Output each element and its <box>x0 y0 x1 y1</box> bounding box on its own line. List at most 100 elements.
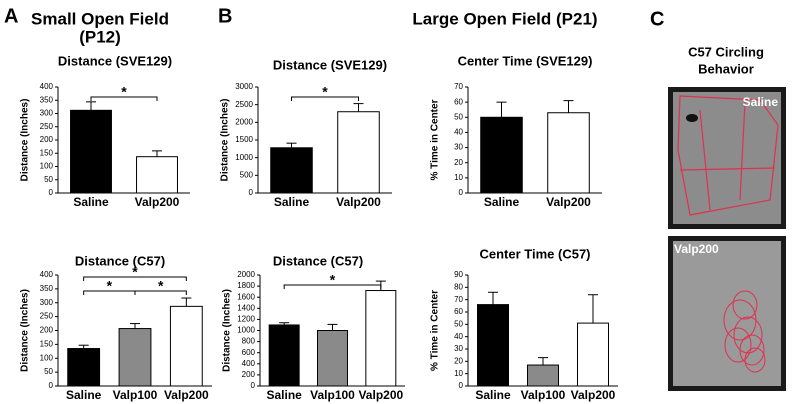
bar <box>480 116 523 194</box>
significance-label: * <box>158 278 164 294</box>
y-tick-label: 100 <box>40 353 54 362</box>
y-tick-label: 2000 <box>237 270 255 279</box>
panel-heading: C57 Circling <box>688 44 764 59</box>
y-tick-label: 30 <box>454 344 463 353</box>
y-tick-label: 50 <box>44 175 53 184</box>
y-axis-label: Distance (Inches) <box>20 289 31 372</box>
y-tick-label: 400 <box>40 82 54 91</box>
x-tick-label: Saline <box>484 195 520 209</box>
panel-letter: B <box>218 5 232 27</box>
x-tick-label: Saline <box>274 195 310 209</box>
bar <box>270 147 313 194</box>
y-axis-label: Distance (Inches) <box>20 99 31 182</box>
bar <box>477 304 509 387</box>
y-tick-label: 70 <box>454 295 463 304</box>
bar <box>136 156 178 194</box>
significance-label: * <box>330 272 336 288</box>
y-tick-label: 0 <box>459 381 464 390</box>
y-tick-label: 70 <box>454 82 463 91</box>
photo-label: Saline <box>743 95 779 109</box>
y-tick-label: 50 <box>454 112 463 121</box>
significance-bracket <box>283 284 382 289</box>
x-tick-label: Valp200 <box>336 195 381 209</box>
bar <box>365 290 397 387</box>
y-tick-label: 150 <box>40 339 54 348</box>
photo-label: Valp200 <box>674 242 719 256</box>
bar <box>577 322 609 387</box>
y-tick-label: 350 <box>40 95 54 104</box>
x-tick-label: Valp100 <box>521 388 566 402</box>
y-tick-label: 40 <box>454 332 463 341</box>
y-tick-label: 250 <box>40 312 54 321</box>
y-tick-label: 350 <box>40 284 54 293</box>
x-tick-label: Saline <box>266 388 302 402</box>
x-tick-label: Valp100 <box>310 388 355 402</box>
panel-heading: Large Open Field (P21) <box>412 9 597 28</box>
chart-title: Distance (C57) <box>273 253 363 268</box>
panel-letter: A <box>4 5 18 27</box>
y-tick-label: 500 <box>240 170 254 179</box>
y-tick-label: 10 <box>454 173 463 182</box>
y-tick-label: 60 <box>454 307 463 316</box>
bar <box>70 109 112 194</box>
panel-heading: Behavior <box>698 61 754 76</box>
bar <box>169 305 203 387</box>
x-tick-label: Valp200 <box>358 388 403 402</box>
significance-bracket <box>291 96 359 101</box>
y-tick-label: 250 <box>40 122 54 131</box>
y-axis-label: Distance (Inches) <box>222 289 233 372</box>
significance-label: * <box>121 84 127 100</box>
y-tick-label: 150 <box>40 148 54 157</box>
x-tick-label: Valp200 <box>164 388 209 402</box>
y-tick-label: 600 <box>242 348 256 357</box>
y-tick-label: 0 <box>251 381 256 390</box>
y-tick-label: 1400 <box>237 303 255 312</box>
chart-title: Distance (SVE129) <box>273 57 387 72</box>
y-tick-label: 200 <box>40 135 54 144</box>
significance-bracket <box>134 290 187 295</box>
bar <box>527 364 559 387</box>
y-tick-label: 20 <box>454 158 463 167</box>
y-tick-label: 800 <box>242 337 256 346</box>
y-tick-label: 300 <box>40 298 54 307</box>
bar <box>268 324 300 387</box>
y-tick-label: 0 <box>249 188 254 197</box>
chart-title: Center Time (C57) <box>479 246 590 261</box>
y-tick-label: 1000 <box>235 153 253 162</box>
y-tick-label: 80 <box>454 282 463 291</box>
bar <box>337 111 380 194</box>
y-tick-label: 50 <box>454 319 463 328</box>
bar <box>118 328 152 387</box>
significance-bracket <box>90 96 158 101</box>
y-tick-label: 10 <box>454 369 463 378</box>
x-tick-label: Saline <box>73 195 109 209</box>
y-tick-label: 0 <box>459 188 464 197</box>
photo: Saline <box>668 87 786 229</box>
chart-title: Distance (SVE129) <box>58 53 172 68</box>
x-tick-label: Saline <box>475 388 511 402</box>
y-tick-label: 300 <box>40 109 54 118</box>
y-tick-label: 0 <box>49 188 54 197</box>
y-tick-label: 40 <box>454 128 463 137</box>
x-tick-label: Valp200 <box>571 388 616 402</box>
y-tick-label: 0 <box>49 381 54 390</box>
y-tick-label: 2500 <box>235 100 253 109</box>
y-tick-label: 200 <box>40 326 54 335</box>
photo: Valp200 <box>668 236 786 391</box>
y-tick-label: 1800 <box>237 281 255 290</box>
y-tick-label: 90 <box>454 270 463 279</box>
y-tick-label: 3000 <box>235 82 253 91</box>
y-tick-label: 100 <box>40 162 54 171</box>
y-tick-label: 1200 <box>237 315 255 324</box>
bar <box>547 112 590 194</box>
y-tick-label: 1600 <box>237 292 255 301</box>
y-tick-label: 20 <box>454 356 463 365</box>
bar <box>67 348 101 387</box>
panel-heading: (P12) <box>79 27 121 46</box>
y-axis-label: % Time in Center <box>430 290 441 371</box>
x-tick-label: Saline <box>66 388 102 402</box>
significance-label: * <box>132 264 138 280</box>
panel-heading: Small Open Field <box>31 9 169 28</box>
chart-title: Distance (C57) <box>75 253 165 268</box>
